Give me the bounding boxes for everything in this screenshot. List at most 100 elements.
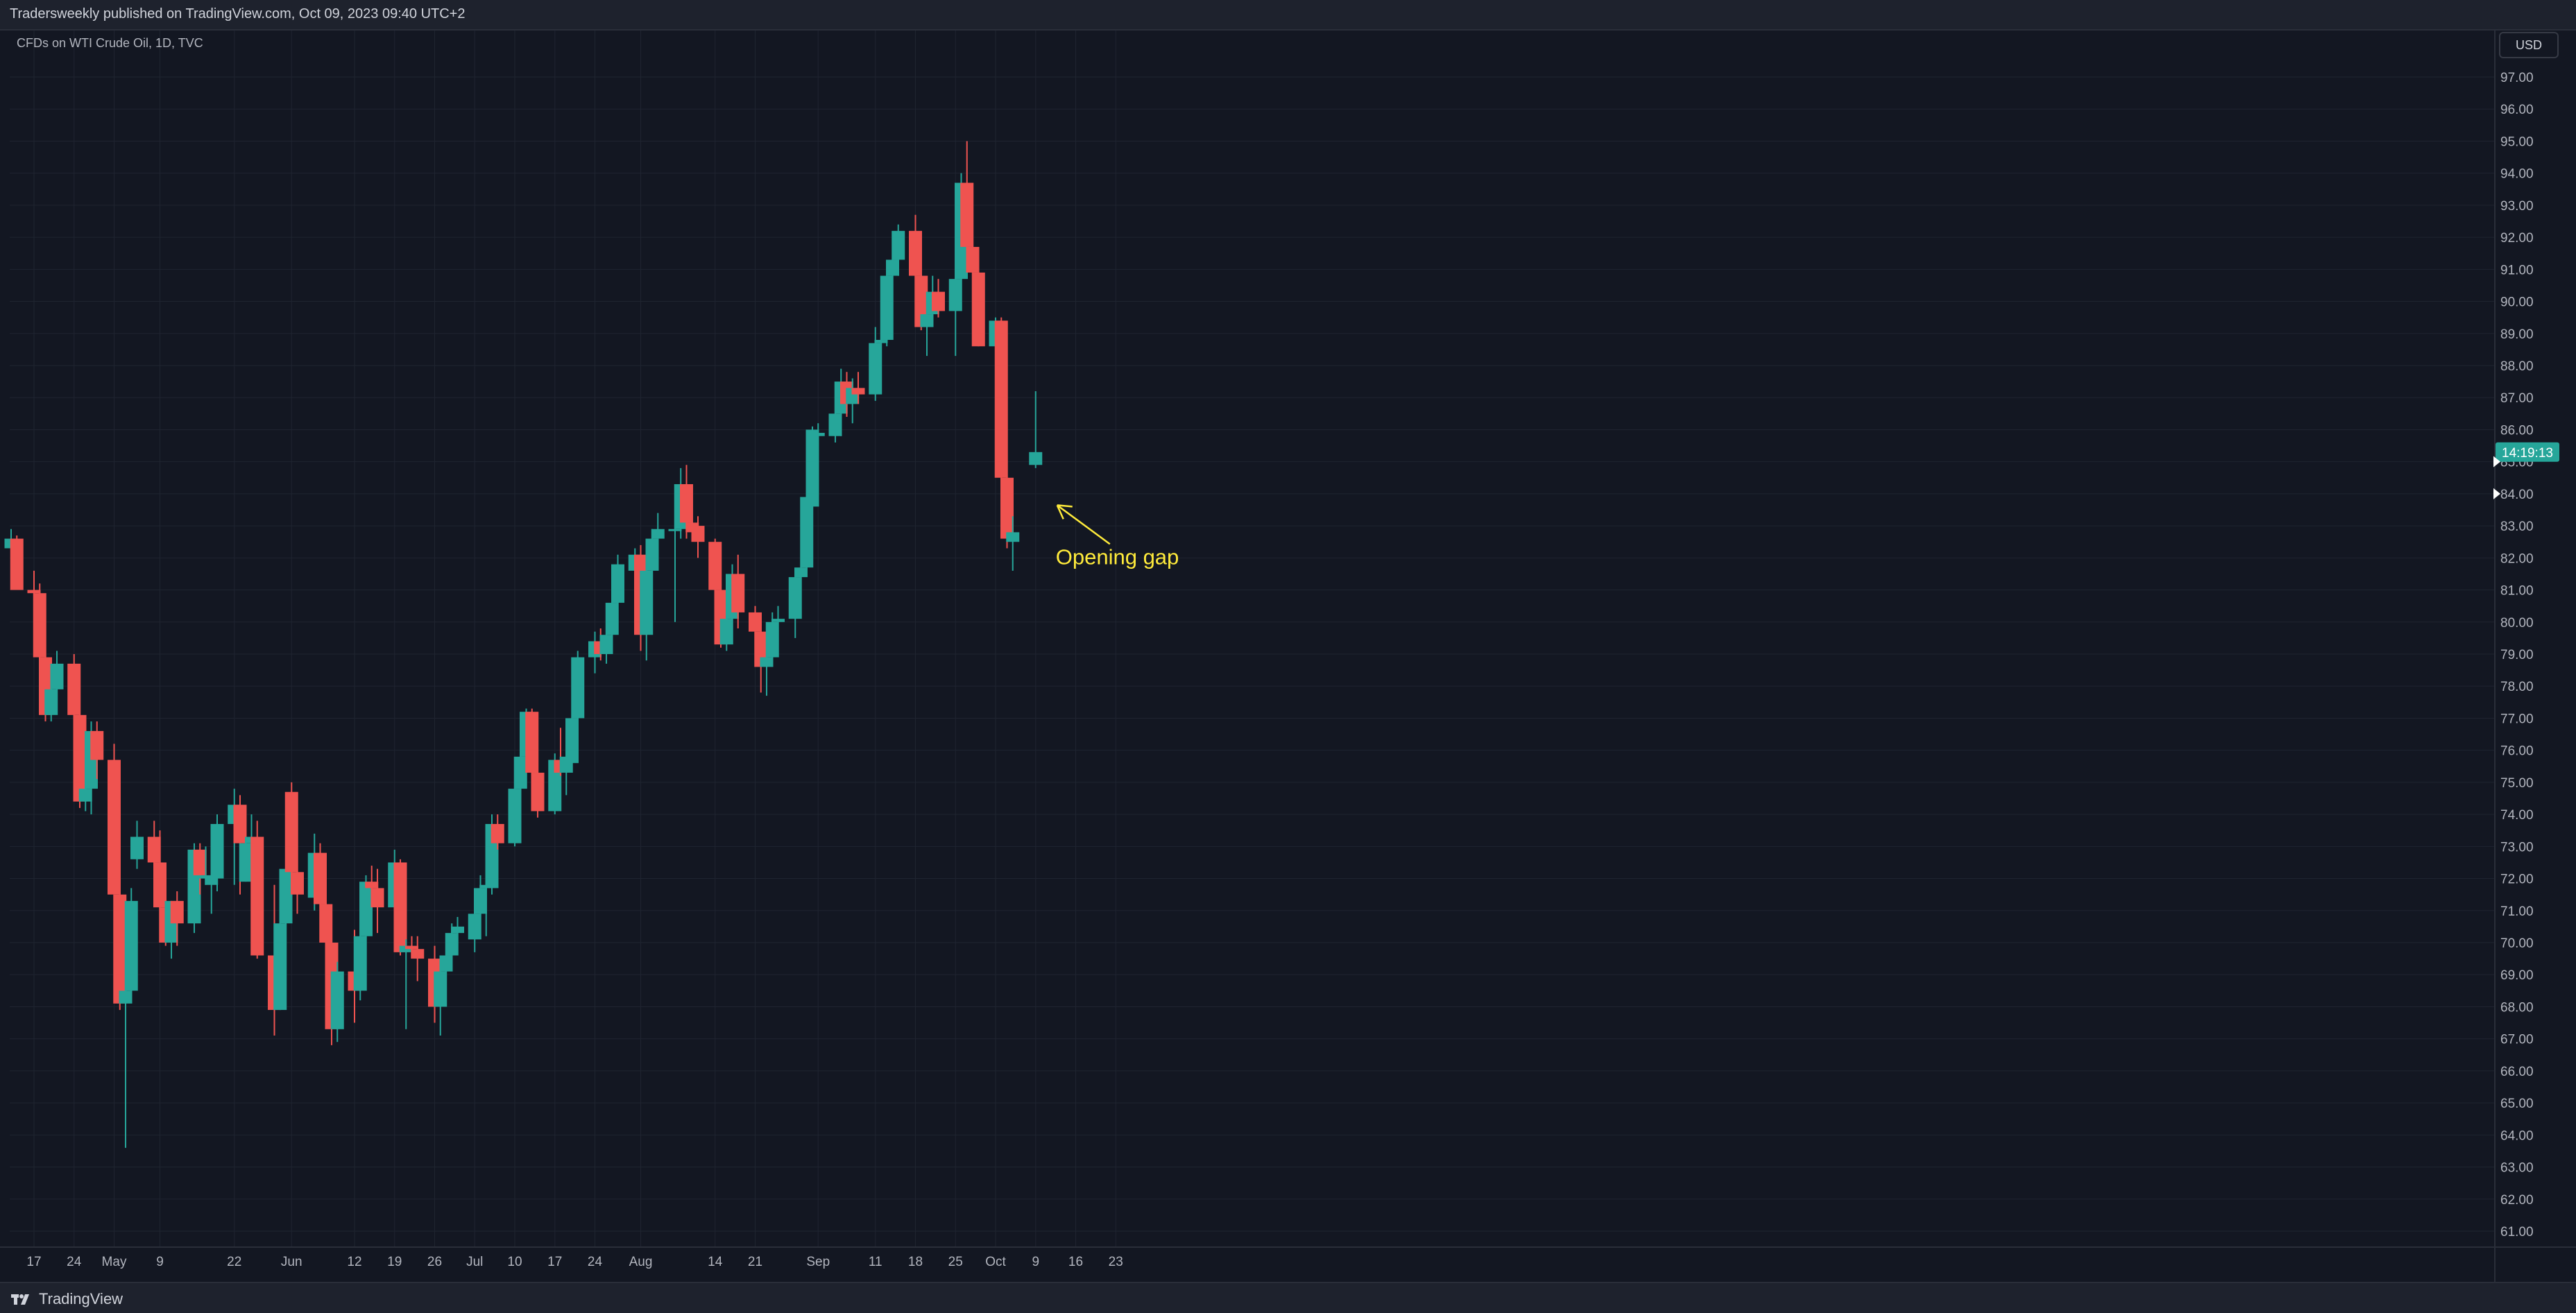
time-tick-label: 10 (507, 1255, 522, 1269)
candle-body (771, 619, 785, 622)
time-tick-label: 19 (387, 1255, 402, 1269)
candle-body (411, 949, 425, 959)
candle-body (805, 429, 819, 507)
candle (365, 866, 379, 892)
candle-body (760, 657, 774, 667)
candle (33, 583, 46, 671)
candle (273, 910, 287, 1011)
candle-body (932, 291, 945, 311)
time-tick-label: 17 (547, 1255, 562, 1269)
candle (330, 961, 344, 1042)
candle (788, 570, 802, 638)
candle-body (1000, 477, 1014, 539)
time-tick-label: 9 (1032, 1255, 1039, 1269)
candle (10, 535, 24, 590)
left-margin (0, 31, 10, 1282)
candle-body (668, 529, 682, 531)
published-text: Tradersweekly published on TradingView.c… (10, 6, 466, 22)
candle (468, 910, 481, 952)
tradingview-logo-icon (11, 1294, 29, 1305)
candle-body (193, 849, 207, 875)
tradingview-brand[interactable]: TradingView (11, 1290, 123, 1308)
price-chart[interactable]: 61.00 62.00 63.00 64.00 65.00 66.00 67.00 68.00… (0, 0, 2576, 1282)
candle-body (886, 259, 899, 276)
price-tick-label: 69.00 (2500, 968, 2534, 983)
candle (525, 708, 539, 780)
candle-body (874, 340, 888, 343)
candle-body (892, 230, 905, 260)
candle (749, 606, 762, 632)
price-tick-label: 63.00 (2500, 1161, 2534, 1176)
price-tick-label: 76.00 (2500, 744, 2534, 759)
candle-body (645, 538, 659, 571)
price-tick-label: 66.00 (2500, 1065, 2534, 1079)
price-tick-label: 88.00 (2500, 359, 2534, 374)
top-bar: Tradersweekly published on TradingView.c… (0, 0, 2576, 31)
candle-body (851, 388, 865, 395)
time-tick-label: Jun (281, 1255, 302, 1269)
candle (108, 744, 121, 895)
candle-body (233, 805, 247, 843)
candle-body (691, 526, 705, 542)
candle-body (731, 574, 745, 612)
candle (1029, 391, 1043, 468)
price-marker (2493, 488, 2500, 499)
candle-body (611, 564, 624, 603)
price-tick-label: 82.00 (2500, 551, 2534, 566)
annotation-arrowhead (1056, 504, 1073, 520)
candle-body (279, 868, 293, 924)
time-tick-label: 25 (948, 1255, 963, 1269)
time-tick-label: 26 (427, 1255, 442, 1269)
time-tick-label: 11 (869, 1255, 882, 1269)
candle (314, 843, 327, 908)
candle (393, 859, 407, 956)
candle (691, 516, 705, 558)
candle (892, 224, 905, 276)
candle-body (811, 433, 825, 436)
price-tick-label: 79.00 (2500, 648, 2534, 662)
time-tick-label: 22 (227, 1255, 241, 1269)
currency-selector[interactable]: USD (2499, 32, 2559, 58)
candle-body (67, 663, 81, 715)
candle (731, 554, 745, 629)
price-tick-label: 94.00 (2500, 167, 2534, 182)
candle (284, 782, 298, 885)
price-tick-label: 68.00 (2500, 1000, 2534, 1015)
candle-body (50, 663, 64, 689)
candle-body (920, 314, 934, 327)
candle-body (788, 577, 802, 619)
candle-body (708, 542, 722, 590)
candle-body (393, 862, 407, 952)
candle-body (119, 990, 133, 1004)
time-tick-label: Sep (806, 1255, 830, 1269)
candle-body (10, 538, 24, 590)
price-tick-label: 87.00 (2500, 391, 2534, 406)
candle (960, 141, 974, 264)
bottom-bar: TradingView (0, 1282, 2576, 1313)
time-tick-label: 12 (347, 1255, 361, 1269)
candle (67, 654, 81, 725)
candle-body (365, 882, 379, 889)
candle (279, 862, 293, 936)
candle (90, 721, 104, 780)
candle-body (680, 484, 693, 523)
candle (811, 423, 825, 465)
candle-body (291, 872, 304, 895)
candle-body (27, 590, 41, 594)
candle (805, 426, 819, 513)
candle-body (124, 900, 138, 991)
candle-body (474, 888, 487, 914)
candle-body (33, 593, 46, 658)
annotation-text: Opening gap (1056, 544, 1179, 569)
candle (50, 651, 64, 703)
price-tick-label: 72.00 (2500, 873, 2534, 887)
candles (4, 141, 1043, 1148)
candle-body (605, 603, 619, 635)
candle-body (531, 773, 545, 812)
candle-body (44, 689, 58, 715)
last-price-label: 14:19:13 (2496, 442, 2559, 462)
candle-body (108, 760, 121, 895)
candle (113, 888, 127, 1011)
time-tick-label: Oct (985, 1255, 1006, 1269)
candle-body (147, 836, 161, 863)
